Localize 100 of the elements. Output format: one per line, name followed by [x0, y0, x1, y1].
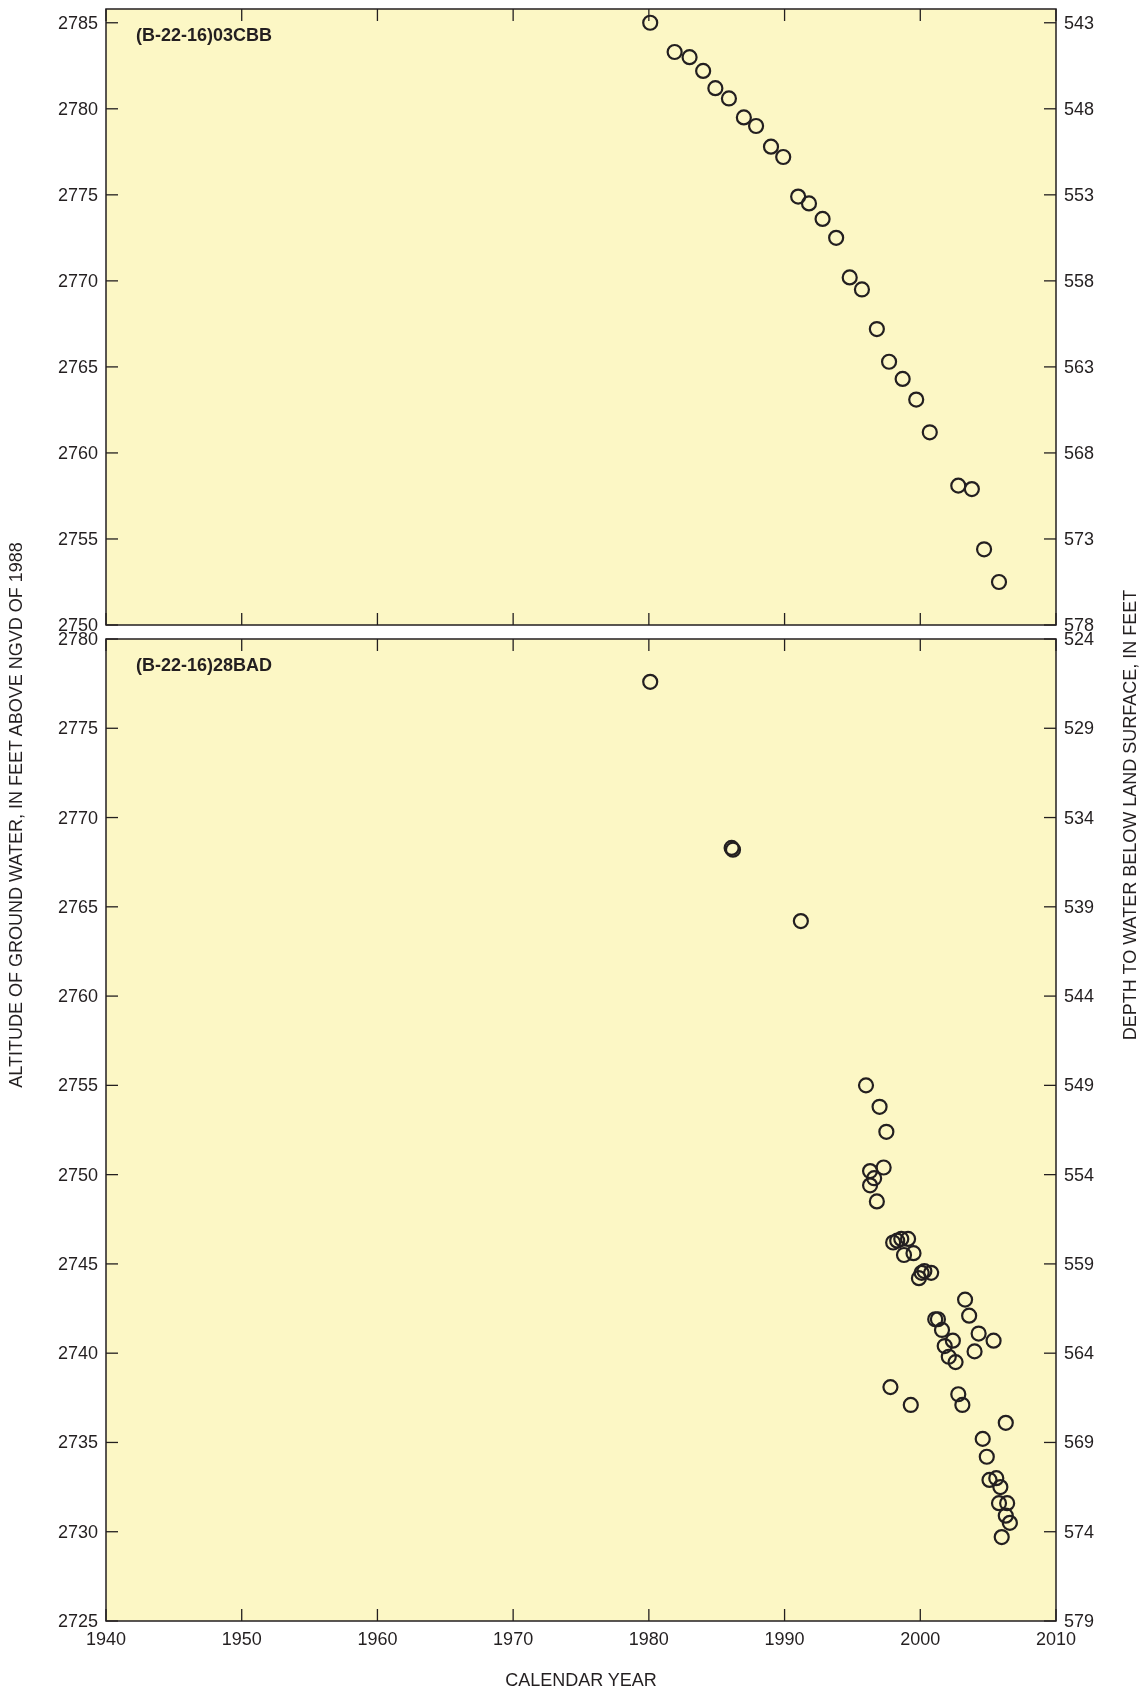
text: (B-22-16)28BAD [136, 655, 273, 675]
y-tick-label: 2765 [57, 896, 98, 917]
point [936, 1337, 953, 1355]
x-axis-title: CALENDAR YEAR [505, 1670, 657, 1690]
point [997, 1414, 1014, 1431]
y-tick-label: 2740 [57, 1343, 98, 1364]
point [999, 1495, 1016, 1512]
x-tick-label: 1970 [493, 1629, 534, 1649]
point [992, 1478, 1009, 1496]
point [902, 1396, 919, 1414]
point [747, 117, 765, 135]
x-tick-label: 2000 [900, 1629, 941, 1649]
point [792, 913, 809, 930]
y-tick-label: 2770 [57, 807, 98, 828]
point [895, 1246, 913, 1264]
point [1001, 1514, 1018, 1531]
x-tick-label: 1950 [221, 1629, 262, 1649]
point [814, 210, 831, 228]
y2-tick-label: 574 [1064, 1521, 1095, 1542]
point [871, 1098, 888, 1115]
y-tick-label: 2750 [57, 1164, 98, 1185]
point [866, 1170, 883, 1187]
point [735, 109, 752, 126]
y-tick-label: 2725 [57, 1611, 98, 1631]
y2-tick-label: 559 [1064, 1253, 1095, 1274]
point [853, 281, 871, 298]
y2-tick-label: 544 [1064, 986, 1095, 1007]
point [966, 1343, 983, 1360]
x-tick-label: 1940 [85, 1629, 127, 1649]
y2-axis-title: DEPTH TO WATER BELOW LAND SURFACE, IN FEET [1120, 589, 1140, 1041]
point [974, 1430, 991, 1447]
point [762, 138, 780, 155]
y-tick-label: 2765 [57, 356, 98, 377]
x-tick-label: 1990 [764, 1629, 805, 1649]
y-tick-label: 2745 [57, 1253, 98, 1274]
point [893, 1230, 910, 1248]
y-tick-label: 2755 [57, 1075, 98, 1096]
point [642, 14, 659, 31]
point [963, 480, 980, 498]
point [868, 320, 885, 338]
y2-tick-label: 568 [1064, 442, 1095, 463]
x-tick-label: 2010 [1035, 1629, 1077, 1649]
point [923, 1264, 940, 1281]
point [878, 1123, 895, 1140]
text: (B-22-16)03CBB [136, 25, 273, 45]
point [933, 1321, 951, 1339]
point [828, 229, 845, 246]
point [997, 1507, 1014, 1524]
point [861, 1177, 879, 1194]
point [841, 269, 858, 286]
point [775, 148, 792, 166]
point [905, 1245, 922, 1262]
y2-tick-label: 569 [1064, 1432, 1095, 1453]
point [695, 62, 712, 80]
y-tick-label: 2760 [57, 986, 98, 1007]
x-tick-label: 1960 [357, 1629, 398, 1649]
point [681, 49, 698, 66]
y2-tick-label: 563 [1064, 356, 1095, 377]
point [790, 188, 807, 205]
y-tick-label: 2730 [57, 1521, 98, 1542]
y2-tick-label: 573 [1064, 528, 1095, 549]
point [921, 424, 938, 441]
point [880, 353, 898, 370]
y-tick-label: 2755 [57, 528, 98, 549]
point [961, 1307, 978, 1324]
point [910, 1270, 928, 1287]
point [894, 370, 911, 388]
y2-tick-label: 579 [1064, 1611, 1095, 1631]
point [950, 1386, 967, 1403]
y2-tick-label: 553 [1064, 184, 1095, 205]
y2-tick-label: 549 [1064, 1075, 1095, 1096]
point [642, 673, 659, 690]
point [882, 1379, 899, 1396]
y-tick-label: 2775 [57, 184, 98, 205]
y2-tick-label: 548 [1064, 98, 1095, 119]
point [950, 477, 967, 494]
y2-tick-label: 564 [1064, 1343, 1095, 1364]
point [988, 1470, 1005, 1487]
point [885, 1234, 902, 1251]
point [868, 1193, 885, 1210]
point [990, 1495, 1008, 1512]
point [857, 1077, 875, 1094]
point [861, 1162, 879, 1180]
y-tick-label: 2760 [57, 442, 98, 463]
y2-tick-label: 534 [1064, 807, 1095, 828]
y-tick-label: 2785 [57, 12, 98, 33]
y2-tick-label: 558 [1064, 270, 1095, 291]
point [985, 1332, 1002, 1349]
point [889, 1232, 906, 1249]
x-tick-label: 1980 [628, 1629, 669, 1649]
point [975, 541, 993, 558]
point [944, 1332, 961, 1349]
point [993, 1528, 1010, 1546]
point [990, 573, 1008, 591]
point [875, 1159, 892, 1176]
y-tick-label: 2780 [57, 98, 98, 119]
y2-tick-label: 543 [1064, 12, 1095, 33]
point [707, 80, 724, 97]
y2-tick-label: 539 [1064, 896, 1095, 917]
point [800, 195, 818, 212]
